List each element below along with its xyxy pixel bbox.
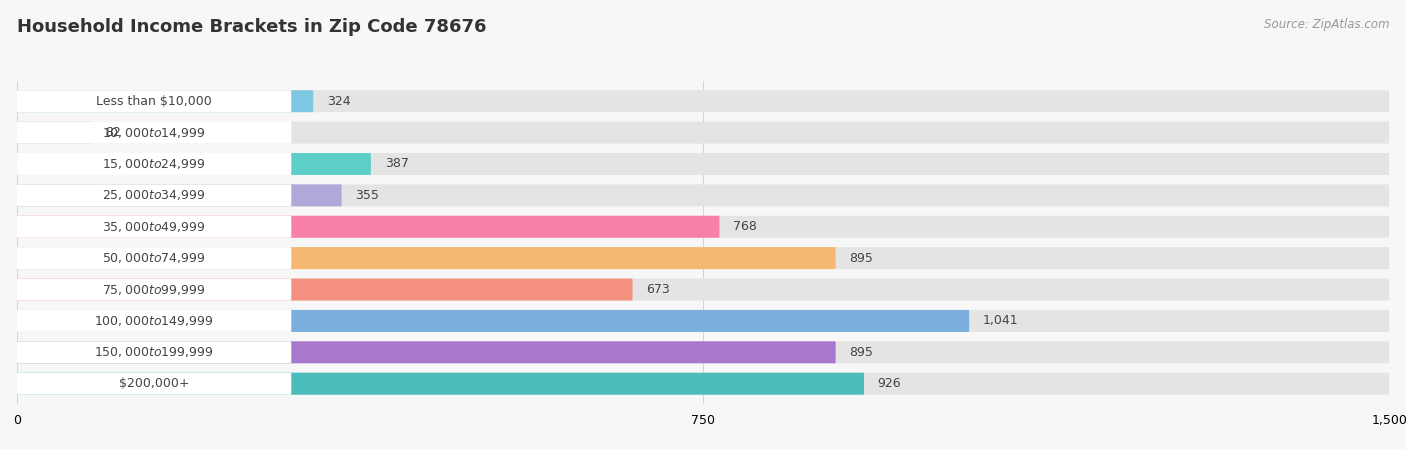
Text: 768: 768: [733, 220, 756, 233]
FancyBboxPatch shape: [17, 247, 835, 269]
FancyBboxPatch shape: [17, 373, 865, 395]
Text: Less than $10,000: Less than $10,000: [96, 95, 212, 108]
Text: $15,000 to $24,999: $15,000 to $24,999: [103, 157, 205, 171]
Text: $50,000 to $74,999: $50,000 to $74,999: [103, 251, 205, 265]
FancyBboxPatch shape: [17, 278, 633, 300]
Text: Household Income Brackets in Zip Code 78676: Household Income Brackets in Zip Code 78…: [17, 18, 486, 36]
Text: $150,000 to $199,999: $150,000 to $199,999: [94, 345, 214, 359]
Text: $100,000 to $149,999: $100,000 to $149,999: [94, 314, 214, 328]
FancyBboxPatch shape: [17, 122, 91, 144]
FancyBboxPatch shape: [17, 90, 1389, 112]
FancyBboxPatch shape: [17, 247, 291, 269]
FancyBboxPatch shape: [17, 153, 291, 175]
FancyBboxPatch shape: [17, 341, 835, 363]
Text: $35,000 to $49,999: $35,000 to $49,999: [103, 220, 205, 234]
FancyBboxPatch shape: [17, 90, 314, 112]
Text: 324: 324: [328, 95, 350, 108]
Text: Source: ZipAtlas.com: Source: ZipAtlas.com: [1264, 18, 1389, 31]
FancyBboxPatch shape: [17, 278, 1389, 300]
Text: 926: 926: [877, 377, 901, 390]
FancyBboxPatch shape: [17, 216, 291, 238]
Text: 895: 895: [849, 251, 873, 264]
FancyBboxPatch shape: [17, 122, 291, 144]
FancyBboxPatch shape: [17, 341, 1389, 363]
FancyBboxPatch shape: [17, 185, 342, 207]
Text: 387: 387: [385, 158, 409, 171]
FancyBboxPatch shape: [17, 310, 1389, 332]
FancyBboxPatch shape: [17, 216, 720, 238]
Text: $10,000 to $14,999: $10,000 to $14,999: [103, 126, 205, 140]
FancyBboxPatch shape: [17, 153, 1389, 175]
FancyBboxPatch shape: [17, 247, 1389, 269]
Text: 82: 82: [105, 126, 121, 139]
FancyBboxPatch shape: [17, 185, 1389, 207]
FancyBboxPatch shape: [17, 216, 1389, 238]
Text: 1,041: 1,041: [983, 314, 1018, 327]
Text: 895: 895: [849, 346, 873, 359]
FancyBboxPatch shape: [17, 278, 291, 300]
FancyBboxPatch shape: [17, 373, 1389, 395]
FancyBboxPatch shape: [17, 185, 291, 207]
FancyBboxPatch shape: [17, 373, 291, 395]
Text: 673: 673: [647, 283, 671, 296]
FancyBboxPatch shape: [17, 153, 371, 175]
FancyBboxPatch shape: [17, 310, 969, 332]
FancyBboxPatch shape: [17, 310, 291, 332]
Text: $25,000 to $34,999: $25,000 to $34,999: [103, 189, 205, 202]
FancyBboxPatch shape: [17, 341, 291, 363]
Text: $200,000+: $200,000+: [120, 377, 190, 390]
FancyBboxPatch shape: [17, 122, 1389, 144]
FancyBboxPatch shape: [17, 90, 291, 112]
Text: $75,000 to $99,999: $75,000 to $99,999: [103, 282, 205, 296]
Text: 355: 355: [356, 189, 380, 202]
